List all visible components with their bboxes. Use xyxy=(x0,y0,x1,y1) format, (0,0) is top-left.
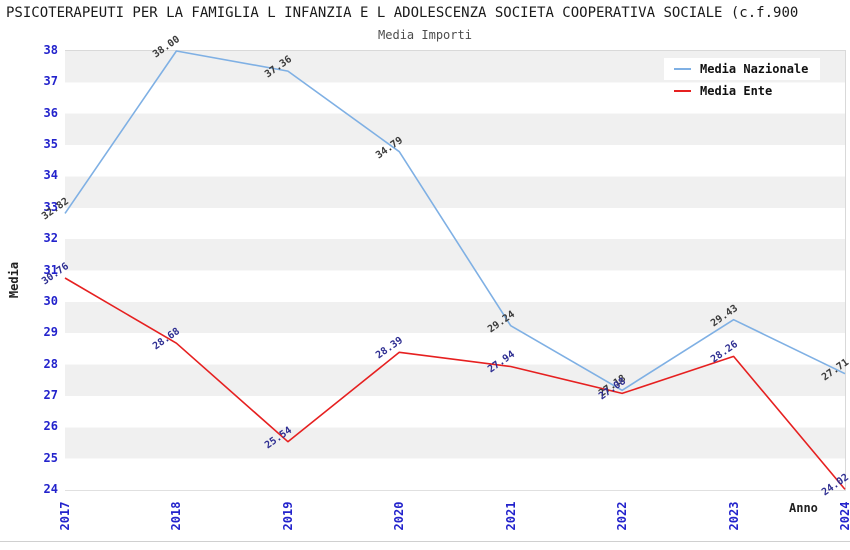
chart-subtitle: Media Importi xyxy=(378,28,472,42)
legend: Media Nazionale Media Ente xyxy=(664,58,820,102)
y-tick-label: 31 xyxy=(43,262,58,277)
chart-title: PSICOTERAPEUTI PER LA FAMIGLIA L INFANZI… xyxy=(6,5,799,21)
plot-area xyxy=(64,50,846,491)
y-tick-label: 25 xyxy=(43,450,58,465)
legend-line-nazionale-icon xyxy=(674,68,691,70)
x-tick-label: 2021 xyxy=(503,501,518,531)
y-tick-label: 34 xyxy=(43,168,58,183)
x-tick-label: 2022 xyxy=(615,501,630,531)
x-tick-label: 2023 xyxy=(726,501,741,531)
legend-label: Media Ente xyxy=(700,84,773,98)
y-tick-label: 32 xyxy=(43,231,58,246)
x-tick-label: 2017 xyxy=(58,501,72,531)
y-tick-label: 33 xyxy=(43,199,58,214)
series-lines xyxy=(64,50,846,490)
x-tick-label: 2024 xyxy=(838,501,850,531)
x-axis-title: Anno xyxy=(789,501,818,515)
y-tick-label: 30 xyxy=(43,293,58,308)
series-line-ente xyxy=(64,277,846,490)
y-tick-label: 28 xyxy=(43,356,58,371)
y-tick-label: 37 xyxy=(43,74,58,89)
y-tick-label: 24 xyxy=(43,482,58,496)
y-tick-label: 29 xyxy=(43,325,58,340)
legend-line-ente-icon xyxy=(674,90,691,92)
y-tick-label: 35 xyxy=(43,137,58,152)
y-tick-label: 38 xyxy=(43,43,58,57)
x-tick-label: 2020 xyxy=(392,501,407,531)
series-line-nazionale xyxy=(64,50,846,392)
y-axis-title: Media xyxy=(7,261,21,299)
x-tick-label: 2019 xyxy=(280,501,295,531)
y-tick-label: 36 xyxy=(43,105,58,120)
legend-label: Media Nazionale xyxy=(700,62,809,76)
x-tick-label: 2018 xyxy=(169,501,184,531)
y-tick-label: 26 xyxy=(43,419,58,434)
figure-bottom-border xyxy=(0,541,850,542)
legend-item-media-nazionale: Media Nazionale xyxy=(664,58,820,80)
y-tick-label: 27 xyxy=(43,387,58,402)
legend-item-media-ente: Media Ente xyxy=(664,80,820,102)
